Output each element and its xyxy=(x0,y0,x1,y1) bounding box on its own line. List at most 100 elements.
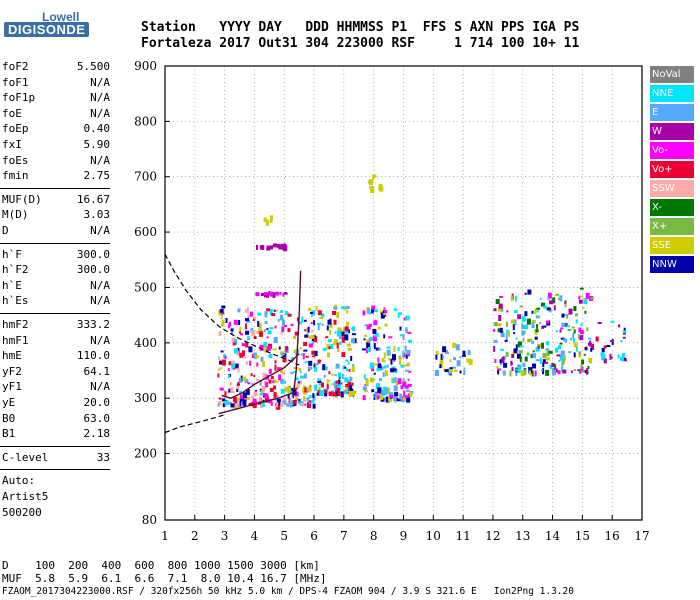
echo-point xyxy=(245,360,248,365)
echo-point xyxy=(280,403,284,407)
echo-point xyxy=(226,391,229,393)
echo-point xyxy=(230,387,234,394)
echo-point xyxy=(294,331,299,336)
echo-point xyxy=(284,386,289,392)
echo-point xyxy=(322,347,327,351)
echo-point xyxy=(506,310,509,313)
echo-point xyxy=(245,341,249,348)
echo-point xyxy=(561,313,565,318)
echo-point xyxy=(586,368,589,374)
param-row: fmin 2.75 xyxy=(2,169,110,185)
echo-point xyxy=(572,338,575,343)
echo-point xyxy=(384,310,388,313)
echo-point xyxy=(439,364,442,369)
x-tick-label: 17 xyxy=(634,529,649,543)
echo-point xyxy=(555,330,558,333)
echo-point xyxy=(306,397,310,402)
param-name: B1 xyxy=(2,427,16,441)
echo-point xyxy=(364,324,367,327)
echo-point xyxy=(348,390,353,397)
echo-point xyxy=(264,321,268,325)
echo-point xyxy=(326,383,329,390)
echo-point xyxy=(531,340,535,344)
echo-point xyxy=(344,331,349,334)
echo-point xyxy=(352,390,355,396)
echo-point xyxy=(375,396,379,400)
echo-point xyxy=(232,342,236,346)
echo-point xyxy=(405,327,408,334)
echo-point xyxy=(282,245,286,248)
echo-point xyxy=(371,309,374,313)
echo-point xyxy=(542,368,545,375)
echo-point xyxy=(346,321,350,326)
echo-point xyxy=(349,384,353,391)
echo-point xyxy=(238,320,241,325)
echo-point xyxy=(463,367,466,370)
x-tick-label: 15 xyxy=(575,529,590,543)
echo-point xyxy=(500,333,505,338)
echo-point xyxy=(228,388,231,393)
param-name: h`Es xyxy=(2,294,29,308)
echo-point xyxy=(622,330,626,334)
echo-point xyxy=(571,326,575,329)
echo-point xyxy=(239,326,242,333)
echo-point xyxy=(334,331,337,334)
echo-point xyxy=(285,311,288,316)
echo-point xyxy=(256,379,259,381)
echo-point xyxy=(258,328,263,332)
echo-point xyxy=(377,357,380,363)
echo-point xyxy=(316,392,319,396)
echo-point xyxy=(407,331,412,334)
echo-point xyxy=(515,344,518,351)
param-row: hmF1 N/A xyxy=(2,334,110,350)
echo-point xyxy=(239,333,243,336)
echo-point xyxy=(270,376,274,380)
echo-point xyxy=(493,308,497,312)
echo-point xyxy=(559,329,562,333)
param-row: yE 20.0 xyxy=(2,396,110,412)
echo-point xyxy=(335,380,339,384)
echo-point xyxy=(307,335,310,338)
axis-ticks: 1 2 3 4 5 6 7 8 9 10 11 12 13 14 15 16 17802003004005006… xyxy=(134,59,650,543)
echo-point xyxy=(567,329,572,331)
echo-point xyxy=(230,391,235,394)
param-name: M(D) xyxy=(2,208,29,222)
echo-point xyxy=(321,323,324,326)
echo-point xyxy=(326,325,329,331)
param-name: B0 xyxy=(2,411,16,425)
echo-point xyxy=(317,378,322,383)
echo-point xyxy=(435,351,439,355)
echo-point xyxy=(513,310,518,314)
echo-point xyxy=(366,339,371,343)
echo-point xyxy=(237,367,240,373)
echo-point xyxy=(403,317,406,321)
echo-point xyxy=(342,374,344,379)
echo-point xyxy=(364,378,368,381)
echo-point xyxy=(338,372,341,378)
echo-point xyxy=(294,391,299,397)
param-value: 64.1 xyxy=(83,364,111,378)
echo-point xyxy=(350,327,353,330)
echo-point xyxy=(341,331,345,336)
echo-point xyxy=(244,356,247,359)
echo-point xyxy=(531,319,536,323)
curve-trace-lower xyxy=(218,390,297,415)
echo-point xyxy=(562,355,566,362)
echo-point xyxy=(373,343,376,350)
header-values: Fortaleza 2017 Out31 304 223000 RSF 1 71… xyxy=(141,36,580,51)
echo-point xyxy=(325,336,329,339)
echo-point xyxy=(521,330,525,336)
echo-point xyxy=(493,339,498,343)
echo-point xyxy=(499,362,502,366)
echo-point xyxy=(266,308,271,312)
echo-point xyxy=(244,379,249,384)
echo-point xyxy=(388,392,393,395)
echo-point xyxy=(344,366,347,369)
echo-point xyxy=(260,356,264,362)
echo-point xyxy=(289,402,293,408)
echo-point xyxy=(556,354,561,357)
echo-point xyxy=(239,400,242,407)
echo-point xyxy=(519,356,522,363)
echo-point xyxy=(405,389,410,392)
echo-point xyxy=(601,355,606,361)
